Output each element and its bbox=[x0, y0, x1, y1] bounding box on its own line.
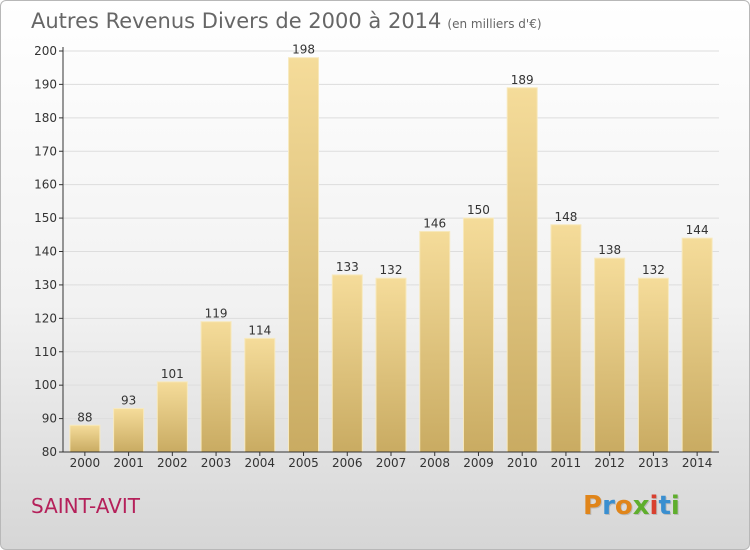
data-label: 146 bbox=[423, 216, 446, 230]
y-tick-label: 170 bbox=[34, 144, 57, 158]
chart-title-unit: (en milliers d'€) bbox=[447, 17, 542, 31]
bar bbox=[462, 217, 494, 453]
data-label: 114 bbox=[248, 323, 271, 337]
bars bbox=[69, 57, 713, 453]
bar bbox=[113, 408, 145, 453]
bar bbox=[331, 274, 363, 453]
x-tick-label: 2004 bbox=[245, 456, 276, 470]
data-label: 148 bbox=[554, 210, 577, 224]
x-tick-label: 2010 bbox=[507, 456, 538, 470]
bar bbox=[681, 237, 713, 453]
axes bbox=[59, 47, 719, 456]
y-tick-label: 200 bbox=[34, 44, 57, 58]
data-label: 88 bbox=[77, 410, 92, 424]
x-tick-label: 2012 bbox=[594, 456, 625, 470]
data-label: 189 bbox=[511, 73, 534, 87]
x-tick-label: 2001 bbox=[113, 456, 144, 470]
place-name: SAINT-AVIT bbox=[31, 494, 140, 518]
x-tick-label: 2014 bbox=[682, 456, 713, 470]
bar bbox=[156, 381, 188, 453]
y-tick-label: 100 bbox=[34, 378, 57, 392]
y-tick-label: 90 bbox=[42, 412, 57, 426]
y-tick-label: 120 bbox=[34, 311, 57, 325]
x-tick-label: 2000 bbox=[70, 456, 101, 470]
x-tick-label: 2013 bbox=[638, 456, 669, 470]
x-tick-label: 2002 bbox=[157, 456, 188, 470]
data-label: 144 bbox=[686, 223, 709, 237]
x-tick-label: 2011 bbox=[551, 456, 582, 470]
bar bbox=[69, 424, 101, 453]
y-tick-label: 140 bbox=[34, 245, 57, 259]
data-label: 119 bbox=[205, 307, 228, 321]
data-label: 150 bbox=[467, 203, 490, 217]
x-tick-label: 2009 bbox=[463, 456, 494, 470]
x-tick-label: 2007 bbox=[376, 456, 407, 470]
data-label: 138 bbox=[598, 243, 621, 257]
x-tick-label: 2008 bbox=[419, 456, 450, 470]
bar bbox=[288, 57, 320, 453]
data-label: 93 bbox=[121, 394, 136, 408]
proxiti-logo: Proxiti bbox=[583, 491, 680, 521]
bar bbox=[637, 277, 669, 453]
chart-title-text: Autres Revenus Divers de 2000 à 2014 bbox=[31, 9, 442, 33]
y-tick-label: 110 bbox=[34, 345, 57, 359]
bar bbox=[594, 257, 626, 453]
labels: 80 90 100 110 120 130 140 150 160 170 180 190 200 88 2… bbox=[34, 43, 712, 470]
y-tick-label: 190 bbox=[34, 77, 57, 91]
data-label: 101 bbox=[161, 367, 184, 381]
x-tick-label: 2006 bbox=[332, 456, 363, 470]
data-label: 198 bbox=[292, 43, 315, 57]
bar bbox=[244, 337, 276, 453]
y-tick-label: 180 bbox=[34, 111, 57, 125]
x-tick-label: 2005 bbox=[288, 456, 319, 470]
y-tick-label: 130 bbox=[34, 278, 57, 292]
data-label: 133 bbox=[336, 260, 359, 274]
y-tick-label: 160 bbox=[34, 178, 57, 192]
chart-title: Autres Revenus Divers de 2000 à 2014 (en … bbox=[31, 9, 542, 33]
data-label: 132 bbox=[642, 263, 665, 277]
bar bbox=[506, 87, 538, 453]
bar bbox=[200, 321, 232, 453]
x-tick-label: 2003 bbox=[201, 456, 232, 470]
y-tick-label: 150 bbox=[34, 211, 57, 225]
bar bbox=[550, 224, 582, 453]
bar bbox=[375, 277, 407, 453]
data-label: 132 bbox=[380, 263, 403, 277]
y-tick-label: 80 bbox=[42, 445, 57, 459]
bar bbox=[419, 230, 451, 453]
